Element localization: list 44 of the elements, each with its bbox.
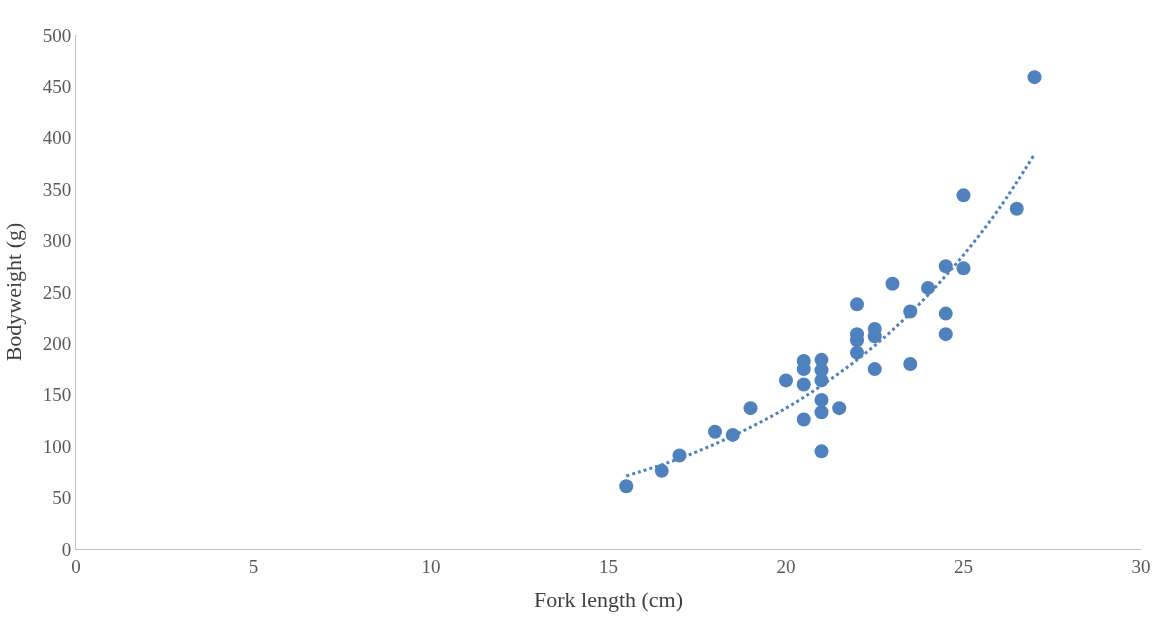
y-tick-label: 350 bbox=[42, 178, 72, 200]
point bbox=[885, 276, 900, 291]
x-tick-label: 20 bbox=[776, 555, 796, 577]
x-axis-title: Fork length (cm) bbox=[533, 586, 684, 612]
x-tick-label: 30 bbox=[1131, 555, 1151, 577]
point bbox=[779, 373, 793, 388]
y-tick-label: 50 bbox=[52, 487, 72, 509]
y-tick-label: 300 bbox=[42, 230, 72, 252]
point bbox=[743, 401, 758, 416]
y-axis-title: Bodyweight (g) bbox=[0, 222, 26, 362]
point bbox=[921, 280, 935, 295]
x-tick-label: 5 bbox=[248, 555, 259, 577]
x-tick-label: 25 bbox=[954, 555, 973, 577]
y-tick-label: 200 bbox=[42, 333, 72, 355]
point bbox=[832, 401, 847, 416]
point bbox=[938, 306, 953, 321]
y-tick-label: 400 bbox=[42, 127, 72, 149]
y-tick-label: 100 bbox=[42, 435, 72, 457]
y-tick-label: 250 bbox=[42, 281, 72, 303]
point bbox=[708, 424, 722, 439]
point bbox=[938, 327, 953, 342]
point bbox=[850, 345, 864, 360]
point bbox=[814, 444, 829, 459]
x-tick-label: 15 bbox=[599, 555, 618, 577]
y-tick-label: 0 bbox=[61, 538, 72, 560]
point bbox=[956, 188, 971, 203]
point bbox=[814, 405, 829, 420]
y-tick-label: 150 bbox=[42, 384, 72, 406]
point bbox=[850, 297, 864, 312]
point bbox=[796, 362, 811, 377]
point bbox=[796, 412, 811, 427]
point bbox=[1027, 70, 1042, 85]
y-tick-label: 450 bbox=[42, 76, 72, 98]
point bbox=[814, 392, 829, 407]
point bbox=[867, 362, 882, 377]
point bbox=[1009, 201, 1024, 216]
point bbox=[654, 463, 669, 478]
x-tick-label: 10 bbox=[421, 555, 441, 577]
point bbox=[903, 356, 918, 371]
y-tick-label: 500 bbox=[42, 24, 72, 46]
point bbox=[796, 377, 811, 392]
point bbox=[619, 479, 634, 494]
point bbox=[956, 261, 971, 276]
point bbox=[938, 259, 953, 274]
